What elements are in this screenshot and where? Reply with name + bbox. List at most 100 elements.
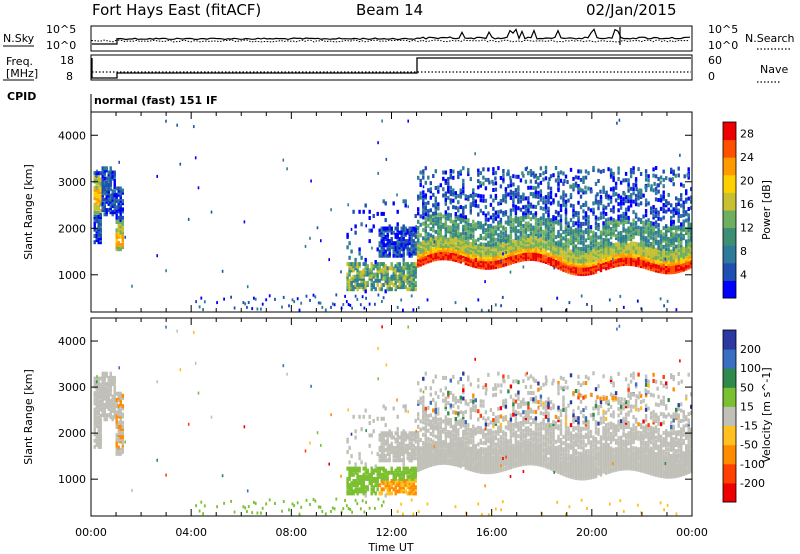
data-cell [532, 442, 535, 447]
data-cell [414, 214, 417, 218]
data-cell [417, 459, 420, 464]
data-cell [457, 405, 460, 410]
data-cell [569, 232, 573, 237]
data-cell [544, 458, 548, 463]
data-cell [472, 461, 475, 466]
data-cell [594, 248, 598, 253]
data-cell [639, 241, 643, 245]
data-cell [552, 442, 555, 447]
data-cell [534, 441, 538, 446]
data-cell [557, 211, 560, 216]
data-cell [529, 240, 533, 245]
data-cell [459, 236, 462, 241]
data-cell [640, 307, 643, 311]
data-cell [524, 372, 528, 377]
data-cell [444, 216, 447, 221]
data-cell [539, 166, 543, 171]
data-cell [366, 266, 369, 271]
data-cell [572, 246, 575, 250]
data-cell [662, 238, 665, 243]
data-cell [454, 433, 457, 438]
data-cell [494, 170, 498, 175]
data-cell [537, 238, 540, 243]
data-cell [434, 229, 437, 234]
data-cell [372, 285, 375, 290]
data-cell [544, 253, 548, 258]
data-cell [422, 257, 425, 262]
data-cell [437, 219, 440, 223]
data-cell [447, 181, 450, 186]
data-cell [452, 175, 455, 180]
data-cell [547, 208, 550, 213]
data-cell [622, 253, 625, 258]
data-cell [382, 296, 385, 300]
data-cell [394, 234, 397, 239]
data-cell [607, 223, 610, 228]
data-cell [469, 450, 472, 455]
data-cell [497, 450, 500, 455]
data-cell [408, 287, 411, 292]
data-cell [512, 443, 515, 448]
data-cell [599, 251, 603, 256]
data-cell [422, 441, 425, 445]
data-cell [562, 407, 565, 412]
data-cell [502, 244, 505, 249]
data-cell [462, 191, 465, 196]
data-cell [358, 264, 361, 269]
data-cell [539, 454, 543, 459]
data-cell [519, 435, 523, 440]
data-cell [544, 441, 548, 446]
data-cell [372, 224, 375, 229]
data-cell [477, 204, 480, 209]
data-cell [552, 430, 555, 435]
data-cell [642, 220, 645, 225]
data-cell [384, 266, 387, 271]
data-cell [542, 250, 545, 255]
data-cell [654, 256, 658, 260]
data-cell [637, 248, 640, 253]
data-cell [617, 231, 620, 236]
data-cell [604, 255, 608, 260]
data-cell [464, 252, 467, 257]
data-cell [109, 210, 112, 215]
data-cell [464, 451, 467, 456]
data-cell [682, 206, 685, 211]
data-cell [517, 463, 520, 468]
data-cell [424, 456, 427, 461]
data-cell [627, 184, 630, 189]
data-cell [432, 211, 435, 216]
data-cell [627, 262, 630, 266]
data-cell [457, 239, 460, 244]
data-cell [534, 240, 538, 245]
data-cell [592, 249, 595, 254]
data-cell [494, 229, 498, 234]
data-cell [487, 466, 490, 471]
data-cell [109, 174, 112, 179]
data-cell [492, 393, 495, 398]
data-cell [447, 394, 450, 399]
data-cell [675, 229, 678, 234]
data-cell [479, 465, 482, 470]
data-cell [557, 229, 560, 234]
data-cell [398, 264, 401, 269]
data-cell [512, 253, 515, 258]
data-cell [537, 249, 540, 254]
data-cell [690, 195, 693, 200]
data-cell [517, 403, 520, 407]
data-cell [452, 234, 455, 239]
data-cell [400, 230, 403, 235]
data-cell [472, 240, 475, 245]
data-cell [384, 289, 387, 294]
data-cell [587, 244, 590, 249]
data-cell [579, 234, 583, 239]
data-cell [564, 210, 568, 215]
data-cell [439, 212, 442, 217]
data-cell [662, 267, 665, 272]
data-cell [107, 178, 110, 183]
power-cbar-label: Power [dB] [760, 180, 773, 240]
data-cell [542, 422, 545, 427]
data-cell [534, 186, 538, 191]
data-cell [467, 456, 470, 461]
data-cell [419, 233, 422, 238]
data-cell [479, 467, 482, 472]
